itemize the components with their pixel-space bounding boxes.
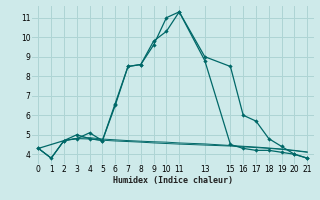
X-axis label: Humidex (Indice chaleur): Humidex (Indice chaleur) [113, 176, 233, 185]
